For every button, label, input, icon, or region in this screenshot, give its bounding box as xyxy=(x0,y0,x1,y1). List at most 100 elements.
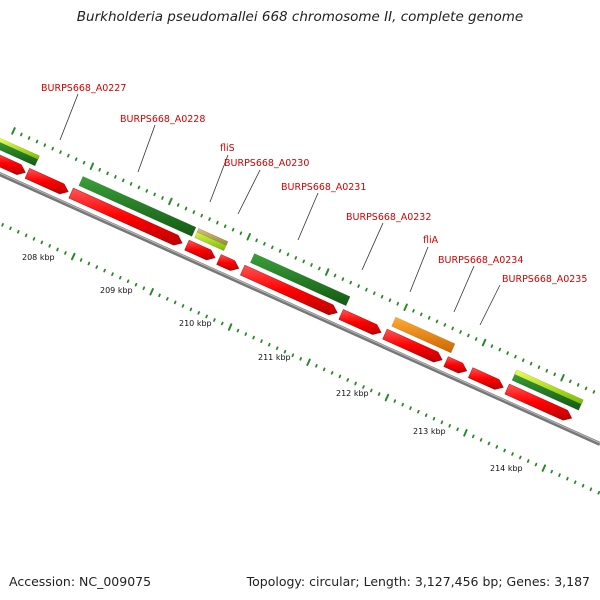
cds-arrow[interactable] xyxy=(0,152,26,175)
minor-tick xyxy=(260,339,263,344)
kbp-label: 212 kbp xyxy=(336,389,369,398)
kbp-label: 214 kbp xyxy=(490,464,523,473)
minor-tick xyxy=(317,266,321,271)
minor-tick xyxy=(137,185,141,190)
cds-arrow[interactable] xyxy=(216,254,240,271)
minor-tick xyxy=(299,356,303,361)
minor-tick xyxy=(354,381,357,386)
minor-tick xyxy=(315,363,318,368)
kbp-label: 208 kbp xyxy=(22,253,55,262)
gene-label[interactable]: BURPS668_A0235 xyxy=(502,274,587,285)
leader-line xyxy=(297,192,319,241)
minor-tick xyxy=(165,296,169,301)
minor-tick xyxy=(236,328,240,333)
gene-label[interactable]: BURPS668_A0230 xyxy=(224,158,309,169)
cds-arrow[interactable] xyxy=(468,367,504,390)
feature-bar-orange[interactable] xyxy=(391,316,456,354)
minor-tick xyxy=(74,157,78,162)
minor-tick xyxy=(129,181,133,186)
minor-tick xyxy=(503,448,506,453)
minor-tick xyxy=(231,227,235,232)
minor-tick xyxy=(479,438,483,442)
minor-tick xyxy=(24,233,28,238)
minor-tick xyxy=(448,423,452,428)
feature-bar-lightgreen[interactable] xyxy=(0,137,40,160)
gene-label[interactable]: BURPS668_A0227 xyxy=(41,83,126,94)
minor-tick xyxy=(114,174,117,179)
minor-tick xyxy=(490,344,494,348)
minor-tick xyxy=(252,335,255,340)
minor-tick xyxy=(440,420,444,425)
feature-bar-tan[interactable] xyxy=(196,228,229,246)
minor-tick xyxy=(545,368,549,373)
minor-tick xyxy=(393,399,397,403)
map-title: Burkholderia pseudomallei 668 chromosome… xyxy=(76,9,524,25)
minor-tick xyxy=(278,248,282,253)
cds-arrow[interactable] xyxy=(240,264,338,316)
minor-tick xyxy=(213,318,216,322)
feature-bar-green[interactable] xyxy=(250,253,351,306)
minor-tick xyxy=(294,256,298,260)
major-tick xyxy=(306,358,311,366)
cds-arrow[interactable] xyxy=(24,168,69,195)
minor-tick xyxy=(377,392,381,396)
minor-tick xyxy=(302,259,306,264)
gene-label[interactable]: BURPS668_A0234 xyxy=(438,255,523,266)
minor-tick xyxy=(522,358,525,363)
minor-tick xyxy=(519,455,522,460)
minor-tick xyxy=(592,390,596,394)
minor-tick xyxy=(19,132,23,137)
minor-tick xyxy=(369,388,373,393)
minor-tick xyxy=(349,280,353,285)
minor-tick xyxy=(161,196,164,200)
gene-label[interactable]: fliA xyxy=(423,235,439,246)
minor-tick xyxy=(474,337,478,341)
minor-tick xyxy=(208,217,211,221)
cds-arrow[interactable] xyxy=(504,383,573,421)
minor-tick xyxy=(291,353,295,358)
minor-tick xyxy=(189,307,193,312)
leader-line xyxy=(59,93,79,141)
cds-arrow[interactable] xyxy=(338,309,382,335)
minor-tick xyxy=(87,261,91,266)
minor-tick xyxy=(275,346,279,351)
minor-tick xyxy=(16,229,20,234)
cds-arrow[interactable] xyxy=(382,328,443,363)
minor-tick xyxy=(388,298,392,303)
major-tick xyxy=(541,464,547,472)
minor-tick xyxy=(35,139,39,144)
minor-tick xyxy=(511,452,514,456)
minor-tick xyxy=(200,213,204,218)
minor-tick xyxy=(372,291,376,296)
feature-bar-lightgreen[interactable] xyxy=(514,369,584,405)
minor-tick xyxy=(223,224,227,229)
minor-tick xyxy=(263,241,266,246)
minor-tick xyxy=(32,237,36,241)
cds-arrow[interactable] xyxy=(68,187,183,246)
minor-tick xyxy=(401,402,405,407)
minor-tick xyxy=(142,286,146,291)
cds-arrow[interactable] xyxy=(443,356,468,374)
minor-tick xyxy=(506,351,509,355)
kbp-label: 209 kbp xyxy=(100,286,133,295)
minor-tick xyxy=(550,469,553,474)
gene-label[interactable]: BURPS668_A0232 xyxy=(346,212,431,223)
minor-tick xyxy=(569,379,572,384)
minor-tick xyxy=(310,263,313,267)
major-tick xyxy=(168,197,173,206)
kbp-label: 213 kbp xyxy=(413,427,446,436)
major-tick xyxy=(149,288,154,296)
gene-label[interactable]: fliS xyxy=(220,143,235,154)
minor-tick xyxy=(51,146,54,151)
feature-bar-green[interactable] xyxy=(78,176,197,237)
major-tick xyxy=(11,127,16,135)
minor-tick xyxy=(573,480,577,485)
gene-label[interactable]: BURPS668_A0228 xyxy=(120,114,205,125)
minor-tick xyxy=(459,330,462,334)
cds-arrow[interactable] xyxy=(184,239,216,261)
gene-label[interactable]: BURPS668_A0231 xyxy=(281,182,366,193)
minor-tick xyxy=(27,136,31,140)
minor-tick xyxy=(192,210,196,214)
minor-tick xyxy=(82,160,86,165)
minor-tick xyxy=(495,445,499,449)
